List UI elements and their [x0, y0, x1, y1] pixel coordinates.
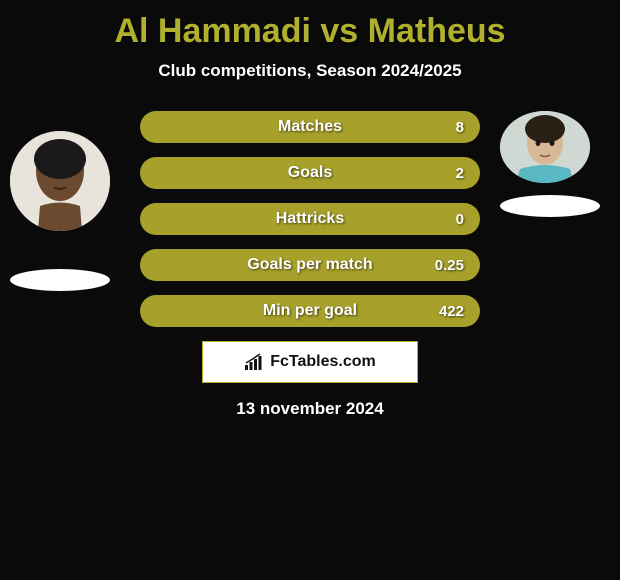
date-label: 13 november 2024: [0, 399, 620, 419]
stat-value: 0.25: [435, 257, 464, 274]
stat-bar-hattricks: Hattricks 0: [140, 203, 480, 235]
player-right-pedestal: [500, 195, 600, 217]
stat-bar-matches: Matches 8: [140, 111, 480, 143]
brand-badge: FcTables.com: [202, 341, 418, 383]
page-title: Al Hammadi vs Matheus: [0, 0, 620, 51]
stat-label: Goals: [288, 164, 332, 182]
player-right-column: [500, 111, 600, 217]
page-subtitle: Club competitions, Season 2024/2025: [0, 61, 620, 81]
player-left-avatar: [10, 131, 110, 231]
stat-value: 8: [456, 119, 464, 136]
stat-value: 2: [456, 165, 464, 182]
stat-bar-goals: Goals 2: [140, 157, 480, 189]
stat-bar-gpm: Goals per match 0.25: [140, 249, 480, 281]
player-left-pedestal: [10, 269, 110, 291]
comparison-area: Matches 8 Goals 2 Hattricks 0 Goals per …: [0, 111, 620, 419]
stat-label: Min per goal: [263, 302, 357, 320]
stat-value: 0: [456, 211, 464, 228]
player-left-column: [10, 131, 110, 291]
stat-label: Hattricks: [276, 210, 344, 228]
stat-label: Matches: [278, 118, 342, 136]
stat-value: 422: [439, 303, 464, 320]
chart-icon: [244, 353, 266, 371]
stats-bars: Matches 8 Goals 2 Hattricks 0 Goals per …: [140, 111, 480, 327]
brand-label: FcTables.com: [270, 353, 376, 371]
player-right-avatar: [500, 111, 590, 183]
stat-label: Goals per match: [247, 256, 372, 274]
stat-bar-mpg: Min per goal 422: [140, 295, 480, 327]
